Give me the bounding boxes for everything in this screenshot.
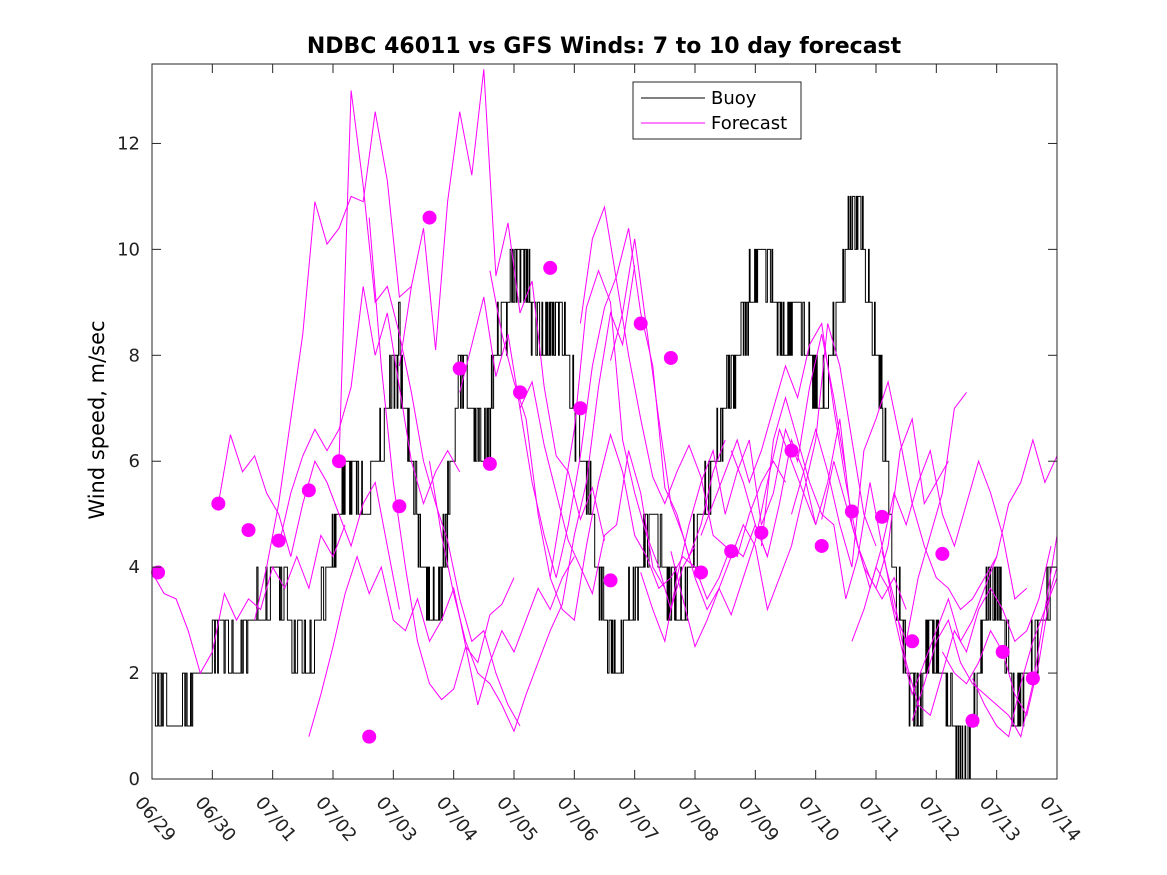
forecast-line: [398, 69, 605, 541]
forecast-marker: [362, 729, 377, 744]
legend-label-forecast: Forecast: [711, 113, 787, 134]
forecast-line: [791, 379, 998, 611]
forecast-marker: [211, 496, 226, 511]
forecast-line: [851, 438, 1058, 697]
forecast-marker: [814, 538, 829, 553]
forecast-marker: [573, 401, 588, 416]
forecast-marker: [995, 644, 1010, 659]
forecast-marker: [905, 634, 920, 649]
forecast-marker: [663, 350, 678, 365]
y-tick-label: 2: [129, 663, 140, 684]
forecast-marker: [1025, 671, 1040, 686]
forecast-line: [308, 554, 515, 737]
y-tick-label: 6: [129, 451, 140, 472]
forecast-line: [278, 286, 461, 547]
forecast-marker: [875, 509, 890, 524]
forecast-marker: [603, 573, 618, 588]
forecast-marker: [844, 504, 859, 519]
forecast-line: [254, 111, 412, 621]
y-tick-label: 12: [117, 133, 140, 154]
forecast-marker: [965, 713, 980, 728]
buoy-line: [152, 195, 1057, 780]
y-axis-label: Wind speed, m/sec: [85, 320, 109, 519]
legend-label-buoy: Buoy: [711, 88, 757, 109]
forecast-marker: [452, 361, 467, 376]
buoy-series: [152, 195, 1057, 780]
forecast-line: [338, 90, 521, 727]
axes-box: [151, 63, 1058, 780]
forecast-line: [821, 448, 1028, 600]
forecast-line: [730, 416, 949, 590]
forecast-line: [670, 323, 877, 649]
forecast-marker: [754, 525, 769, 540]
legend-box: [632, 81, 802, 140]
forecast-series: [151, 69, 1058, 738]
y-axis: 0 2 4 6 8 10 12: [117, 133, 1057, 790]
forecast-marker: [694, 565, 709, 580]
forecast-marker: [301, 483, 316, 498]
forecast-marker: [724, 544, 739, 559]
forecast-line: [217, 434, 400, 610]
forecast-line: [368, 217, 575, 706]
forecast-marker: [633, 316, 648, 331]
chart-title: NDBC 46011 vs GFS Winds: 7 to 10 day for…: [307, 34, 902, 59]
y-tick-label: 8: [129, 345, 140, 366]
forecast-markers: [151, 210, 1040, 744]
forecast-line: [519, 228, 726, 578]
forecast-marker: [151, 565, 166, 580]
forecast-line: [151, 524, 346, 675]
forecast-line: [972, 577, 1058, 738]
forecast-marker: [784, 443, 799, 458]
forecast-marker: [392, 499, 407, 514]
forecast-marker: [935, 546, 950, 561]
plot-area: [151, 63, 1058, 780]
forecast-marker: [241, 523, 256, 538]
forecast-marker: [482, 456, 497, 471]
forecast-line: [760, 392, 967, 644]
y-tick-label: 4: [129, 557, 140, 578]
y-tick-label: 0: [129, 769, 140, 790]
forecast-marker: [271, 533, 286, 548]
forecast-line: [610, 238, 817, 617]
forecast-marker: [332, 454, 347, 469]
forecast-line: [489, 269, 696, 612]
forecast-marker: [422, 210, 437, 225]
forecast-line: [640, 333, 847, 644]
legend: Buoy Forecast: [632, 81, 802, 140]
forecast-marker: [543, 260, 558, 275]
forecast-marker: [513, 385, 528, 400]
forecast-line: [459, 296, 666, 596]
forecast-line: [429, 265, 636, 733]
y-tick-label: 10: [117, 239, 140, 260]
forecast-line: [881, 545, 1052, 717]
